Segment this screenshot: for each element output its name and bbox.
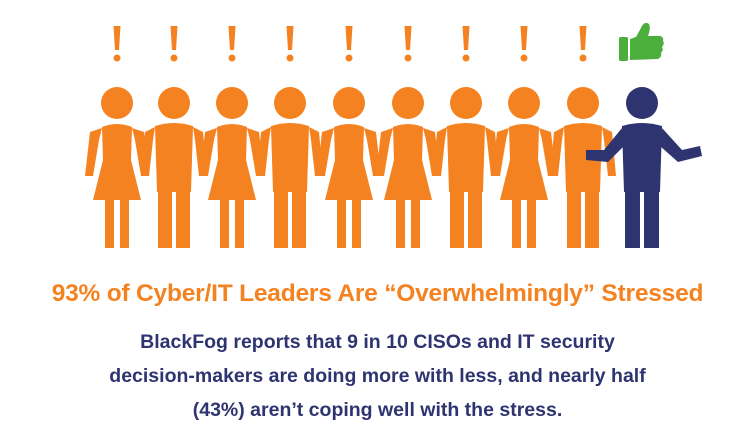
right-leg (292, 190, 306, 248)
right-leg (527, 198, 536, 248)
head (158, 87, 190, 119)
exclamation-icon (228, 26, 236, 62)
head (450, 87, 482, 119)
torso (447, 123, 485, 192)
left-arm (257, 127, 271, 176)
person-figure-10 (586, 87, 702, 248)
right-arm (364, 128, 381, 176)
head (101, 87, 133, 119)
person-figure-8 (492, 87, 556, 248)
body-text: BlackFog reports that 9 in 10 CISOs and … (0, 325, 755, 427)
left-arm (492, 128, 509, 176)
person-figure-4 (257, 87, 323, 248)
person-figure-3 (200, 87, 264, 248)
left-leg (512, 198, 521, 248)
head (508, 87, 540, 119)
exclamation-icon (345, 26, 353, 62)
headline: 93% of Cyber/IT Leaders Are “Overwhelmin… (51, 280, 704, 307)
torso (564, 123, 602, 192)
head (333, 87, 365, 119)
body-line-3: (43%) aren’t coping well with the stress… (192, 399, 563, 421)
left-leg (337, 198, 346, 248)
head (567, 87, 599, 119)
exclamation-icon (404, 26, 412, 62)
person-figure-7 (433, 87, 499, 248)
exclamation-icon (170, 26, 178, 62)
person-figure-9 (550, 87, 616, 248)
right-leg (411, 198, 420, 248)
person-figure-1 (85, 87, 149, 248)
right-leg (644, 190, 659, 248)
head (274, 87, 306, 119)
right-leg (120, 198, 129, 248)
left-leg (396, 198, 405, 248)
left-leg (105, 198, 114, 248)
exclamation-icon (113, 26, 121, 62)
dress (384, 124, 432, 200)
thumbs-up-icon (619, 22, 664, 61)
torso (271, 123, 309, 192)
left-arm (376, 128, 393, 176)
left-arm (550, 127, 564, 176)
person-figure-2 (141, 87, 207, 248)
torso (155, 123, 193, 192)
exclamation-icon (462, 26, 470, 62)
left-leg (220, 198, 229, 248)
exclamation-icon (520, 26, 528, 62)
person-figure-6 (376, 87, 440, 248)
torso (622, 123, 662, 192)
left-arm (586, 128, 624, 162)
left-leg (274, 190, 288, 248)
exclamation-icon (579, 26, 587, 62)
dress (500, 124, 548, 200)
exclamation-icon (286, 26, 294, 62)
dress (208, 124, 256, 200)
person-figure-5 (317, 87, 381, 248)
body-line-2: decision-makers are doing more with less… (109, 365, 646, 387)
right-leg (176, 190, 190, 248)
people-illustration (85, 22, 702, 248)
body-line-1: BlackFog reports that 9 in 10 CISOs and … (140, 331, 615, 353)
left-leg (158, 190, 172, 248)
right-leg (352, 198, 361, 248)
left-leg (567, 190, 581, 248)
dress (325, 124, 373, 200)
head (392, 87, 424, 119)
right-leg (468, 190, 482, 248)
left-leg (625, 190, 640, 248)
left-arm (200, 128, 217, 176)
left-arm (141, 127, 155, 176)
right-leg (235, 198, 244, 248)
left-arm (85, 128, 102, 176)
head (626, 87, 658, 119)
right-arm (660, 128, 702, 162)
dress (93, 124, 141, 200)
left-leg (450, 190, 464, 248)
right-leg (585, 190, 599, 248)
left-arm (433, 127, 447, 176)
head (216, 87, 248, 119)
left-arm (317, 128, 334, 176)
